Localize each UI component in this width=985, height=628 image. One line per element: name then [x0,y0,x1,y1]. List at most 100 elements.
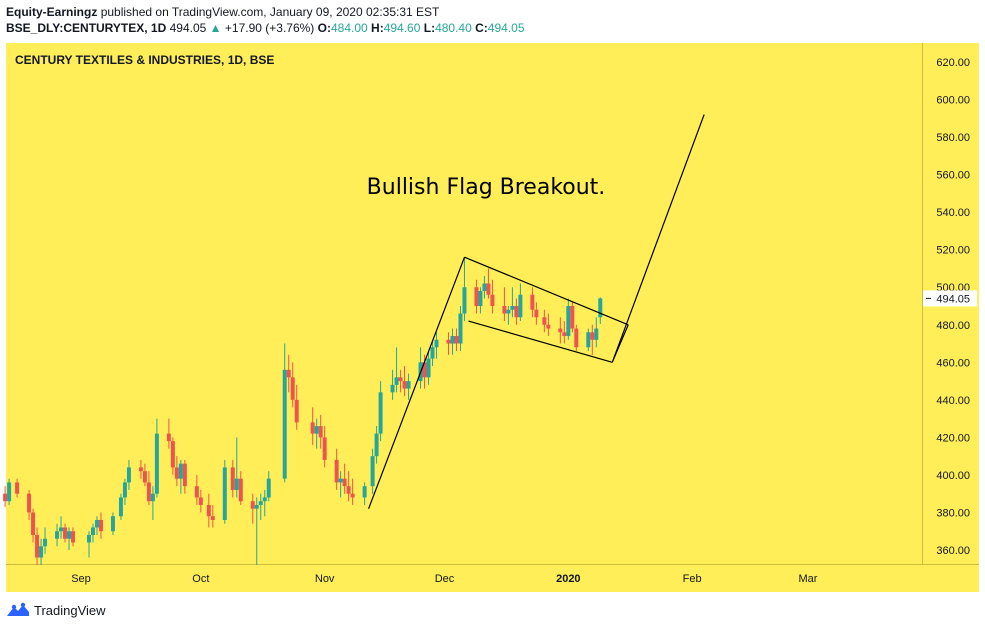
candle-body [43,538,48,547]
candle [518,283,523,322]
price-axis-ticks: 360.00 380.00 400.00 420.00 440.00 460.00 480.… [936,57,970,557]
candle-body [258,501,263,505]
candle [394,347,399,393]
candle [350,478,355,505]
price-tick-label: 380.00 [936,507,970,519]
candle [506,306,511,325]
close-label: C: [475,21,488,35]
candle-body [322,437,327,460]
candle [362,482,367,505]
time-tick-label: Nov [315,573,335,585]
candle [122,478,127,505]
candle [346,471,351,502]
candle [59,516,64,539]
candle-body [234,478,239,490]
candle-body [426,358,431,378]
tradingview-logo-icon[interactable] [6,602,30,618]
candle [154,418,159,498]
candle-body [430,347,435,359]
candle-body [71,531,76,543]
candle-body [534,309,539,318]
trendline-flagpole [368,256,466,509]
candle-body [350,493,355,498]
candle [126,459,131,490]
candle [35,527,40,566]
candle [7,478,12,505]
time-axis-ticks: Sep Oct Nov Dec 2020 Feb Mar [71,573,818,585]
price-tick-label: 600.00 [936,95,970,107]
candle [94,516,99,535]
candle [450,328,455,355]
candle [454,328,459,352]
candle [222,459,227,524]
price-tick-label: 460.00 [936,357,970,369]
price-tick-label: 520.00 [936,245,970,257]
candle [542,309,547,333]
candle-body [422,362,427,378]
candle [71,527,76,547]
candle-body [394,377,399,385]
candle-body [378,392,383,434]
candle [314,418,319,449]
price-tick-label: 360.00 [936,545,970,557]
candle [266,471,271,502]
author-name[interactable]: Equity-Earningz [6,5,98,19]
candle [318,414,323,449]
candle [294,384,299,430]
candle [258,493,263,520]
candle [282,343,287,483]
candle-body [594,328,599,340]
candle-body [338,478,343,483]
price-tick-label: 540.00 [936,207,970,219]
trendline-projection [611,114,705,363]
candle [598,297,603,325]
trendline-flag-lower [468,320,613,363]
candle [334,448,339,490]
candle [574,324,579,352]
candle-body [510,306,515,310]
candle [378,381,383,442]
candle-body [142,471,147,483]
candle [406,373,411,400]
candle [486,268,491,299]
candle-body [166,433,171,442]
candle [90,523,95,543]
candle [110,512,115,535]
candle [31,508,36,543]
trendline-flag-upper [464,256,629,326]
candle [398,369,403,393]
candle-body [55,531,60,539]
candle-body [450,336,455,344]
candle-body [86,534,91,543]
candle-body [474,287,479,306]
candle-body [514,306,519,318]
candle-body [294,399,299,423]
candle [462,257,467,322]
candle-body [318,426,323,438]
last-price-label: 494.05 [936,293,970,305]
last-price-marker: 494.05 [923,290,977,307]
candle [502,287,507,322]
high-value: 494.60 [383,21,421,35]
candle [286,354,291,393]
candle-body [462,287,467,314]
time-axis[interactable] [6,564,979,592]
candle-body [518,294,523,318]
candle-body [150,493,155,502]
candle-body [126,467,131,483]
candle [15,478,20,498]
drawings [368,114,705,509]
candle-body [446,339,451,344]
candle-body [586,332,591,348]
time-tick-label: Feb [683,573,702,585]
candle-body [67,531,72,539]
candle [210,504,215,528]
candle-body [374,433,379,457]
candle-body [542,317,547,325]
open-value: 484.00 [330,21,368,35]
candle [390,369,395,400]
candle [546,313,551,337]
tradingview-brand[interactable]: TradingView [34,602,106,618]
candle [590,324,595,355]
